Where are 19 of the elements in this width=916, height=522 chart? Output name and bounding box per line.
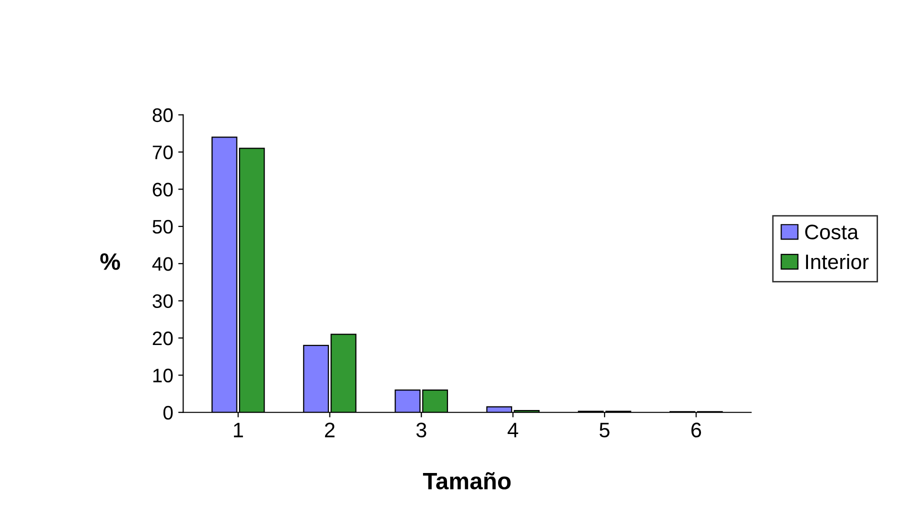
x-axis-title: Tamaño	[423, 472, 511, 490]
y-tick-label: 80	[152, 108, 173, 122]
y-tick-label: 10	[153, 368, 173, 382]
y-tick-label: 60	[152, 182, 173, 196]
x-tick-label: 6	[691, 422, 702, 438]
y-tick-label: 70	[152, 146, 173, 160]
x-tick-label: 5	[600, 422, 610, 438]
x-tick-label: 2	[325, 422, 335, 438]
y-tick-label: 50	[152, 220, 173, 234]
x-tick-label: 3	[416, 422, 426, 438]
legend-label: Interior	[806, 254, 869, 270]
x-tick-label: 4	[508, 422, 518, 438]
x-tick-label: 1	[234, 422, 243, 438]
y-axis-title: %	[100, 253, 120, 270]
legend-label: Costa	[805, 224, 859, 240]
y-tick-label: 30	[152, 294, 173, 308]
y-tick-label: 0	[163, 406, 173, 420]
y-tick-label: 40	[152, 257, 173, 271]
y-tick-label: 20	[152, 331, 173, 346]
